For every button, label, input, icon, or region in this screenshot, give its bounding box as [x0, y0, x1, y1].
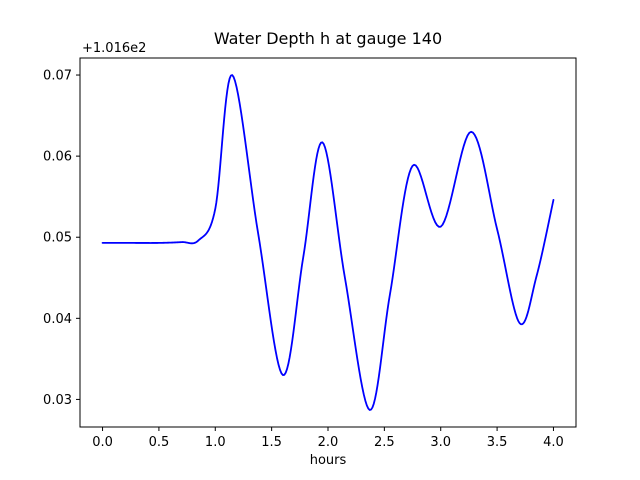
- y-axis-ticks: 0.03 0.04 0.05 0.06 0.07: [43, 69, 80, 408]
- y-axis-offset-label: +1.016e2: [82, 41, 146, 56]
- x-tick-label: 0.0: [92, 435, 113, 450]
- y-tick-label: 0.07: [43, 69, 72, 84]
- x-axis-ticks: 0.0 0.5 1.0 1.5 2.0 2.5 3.0 3.5 4.0: [92, 427, 564, 450]
- x-tick-label: 3.0: [430, 435, 451, 450]
- x-tick-label: 1.0: [205, 435, 226, 450]
- x-tick-label: 3.5: [487, 435, 508, 450]
- x-tick-label: 0.5: [149, 435, 170, 450]
- x-tick-label: 4.0: [543, 435, 564, 450]
- x-tick-label: 2.0: [318, 435, 339, 450]
- chart-title: Water Depth h at gauge 140: [214, 29, 442, 48]
- data-line-series-h: [101, 74, 555, 411]
- y-tick-label: 0.05: [43, 231, 72, 246]
- y-tick-label: 0.03: [43, 393, 72, 408]
- x-axis-label: hours: [310, 453, 347, 468]
- x-tick-label: 2.5: [374, 435, 395, 450]
- y-tick-label: 0.06: [43, 150, 72, 165]
- y-tick-label: 0.04: [43, 312, 72, 327]
- x-tick-label: 1.5: [261, 435, 282, 450]
- axes-spines: [79, 57, 577, 428]
